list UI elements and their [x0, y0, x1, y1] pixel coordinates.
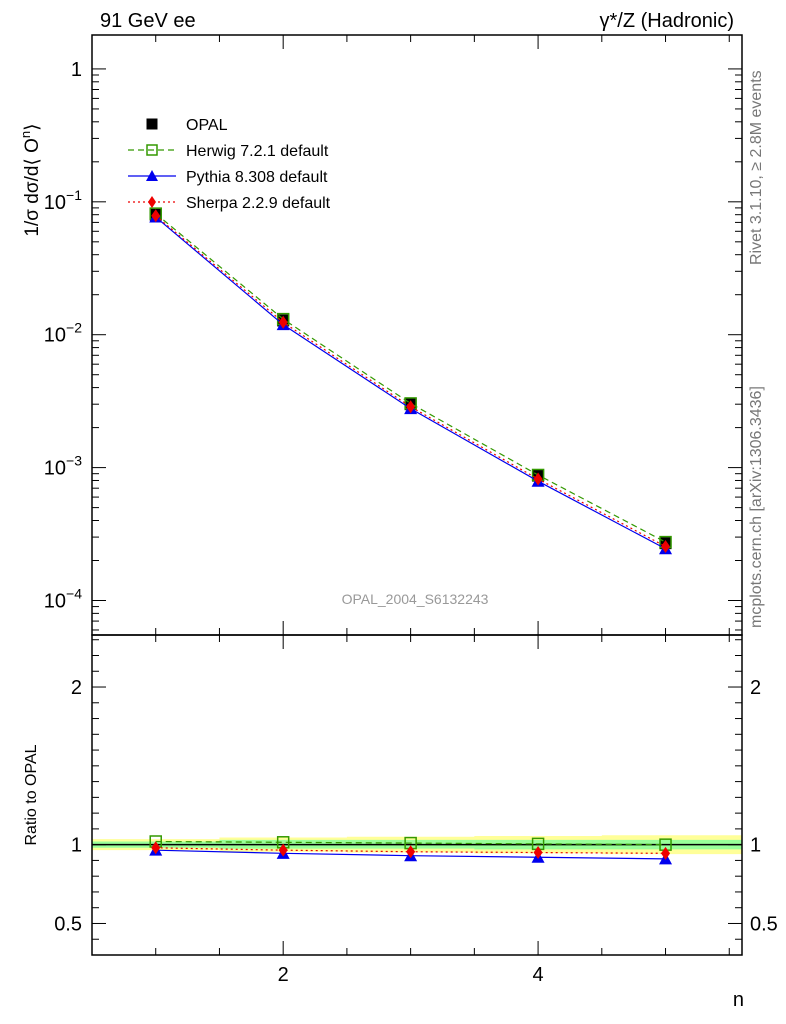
main-y-tick-base: 10: [44, 458, 66, 480]
ratio-y-tick-label-right-2: 2: [750, 677, 761, 699]
main-y-tick-label: 10−2: [44, 320, 82, 347]
main-line-herwig-7-2-1-default: [155, 213, 666, 543]
ratio-y-tick-label-left-0.5: 0.5: [54, 913, 82, 935]
ratio-y-tick-label-left-2: 2: [71, 677, 82, 699]
main-y-label-base: 1/σ dσ/d⟨ O: [22, 138, 43, 236]
ratio-y-ticks: 0.5 0.5 1 1 2 2: [54, 639, 778, 956]
analysis-watermark: OPAL_2004_S6132243: [342, 591, 489, 607]
main-y-tick-label: 10−4: [44, 585, 82, 612]
ratio-line-herwig-7-2-1-default: [155, 840, 666, 846]
main-y-tick-label: 1: [71, 59, 82, 81]
main-y-tick-base: 10: [44, 590, 66, 612]
main-y-label-end: ⟩: [22, 123, 43, 130]
header-left: 91 GeV ee: [100, 10, 196, 32]
main-point-sherpa-2-2-9-default-3: [406, 400, 416, 414]
ratio-y-tick-label-left-1: 1: [71, 835, 82, 857]
main-y-tick-exponent: −2: [66, 320, 82, 336]
legend-label-opal: OPAL: [186, 117, 228, 134]
main-x-ticks: [155, 35, 730, 635]
main-y-tick-base: 10: [44, 192, 66, 214]
ratio-point-sherpa-2-2-9-default-5: [661, 846, 671, 860]
legend-label-herwig-7-2-1-default: Herwig 7.2.1 default: [186, 143, 329, 160]
main-y-tick-exponent: −1: [66, 187, 82, 203]
main-y-tick-label: 10−3: [44, 453, 82, 480]
main-point-sherpa-2-2-9-default-5: [661, 539, 671, 553]
legend: OPAL Herwig 7.2.1 default Pythia 8.308 def…: [128, 117, 331, 212]
main-panel: 110−110−210−310−4 OPAL_2004_S6132243 OPA…: [18, 34, 743, 636]
ratio-y-axis-label: Ratio to OPAL: [23, 744, 40, 845]
ratio-point-sherpa-2-2-9-default-1: [151, 841, 161, 855]
main-y-tick-base: 10: [44, 325, 66, 347]
main-series-group: [149, 207, 673, 555]
x-tick-label-4: 4: [533, 964, 544, 986]
main-y-tick-label: 10−1: [44, 187, 82, 214]
legend-label-sherpa-2-2-9-default: Sherpa 2.2.9 default: [186, 195, 331, 212]
main-line-pythia-8-308-default: [155, 216, 666, 550]
mcplots-reference-text: mcplots.cern.ch [arXiv:1306.3436]: [748, 386, 765, 628]
ratio-point-sherpa-2-2-9-default-3: [406, 845, 416, 859]
ratio-point-sherpa-2-2-9-default-2: [278, 843, 288, 857]
legend-marker-opal: [146, 118, 158, 130]
ratio-y-tick-label-right-1: 1: [750, 835, 761, 857]
legend-label-pythia-8-308-default: Pythia 8.308 default: [186, 169, 328, 186]
legend-marker-pythia-8-308-default: [146, 170, 158, 181]
main-point-sherpa-2-2-9-default-4: [533, 472, 543, 486]
ratio-frame: [91, 634, 743, 956]
main-line-sherpa-2-2-9-default: [155, 215, 666, 548]
ratio-point-sherpa-2-2-9-default-4: [533, 846, 543, 860]
main-point-sherpa-2-2-9-default-2: [278, 315, 288, 329]
ratio-series-group: [149, 835, 673, 865]
x-tick-label-2: 2: [278, 964, 289, 986]
header-right: γ*/Z (Hadronic): [600, 10, 734, 32]
x-axis-label: n: [733, 989, 744, 1011]
ratio-y-tick-label-right-0.5: 0.5: [750, 913, 778, 935]
main-y-label-sup: n: [18, 131, 33, 138]
legend-marker-sherpa-2-2-9-default: [148, 196, 156, 208]
main-y-tick-exponent: −4: [66, 585, 82, 601]
main-point-sherpa-2-2-9-default-1: [151, 209, 161, 223]
main-y-ticks: 110−110−210−310−4: [44, 59, 742, 631]
main-y-axis-label: 1/σ dσ/d⟨ On⟩: [18, 123, 43, 236]
main-y-tick-exponent: −3: [66, 453, 82, 469]
legend-marker-herwig-7-2-1-default: [146, 144, 158, 156]
rivet-version-text: Rivet 3.1.10, ≥ 2.8M events: [748, 70, 765, 265]
